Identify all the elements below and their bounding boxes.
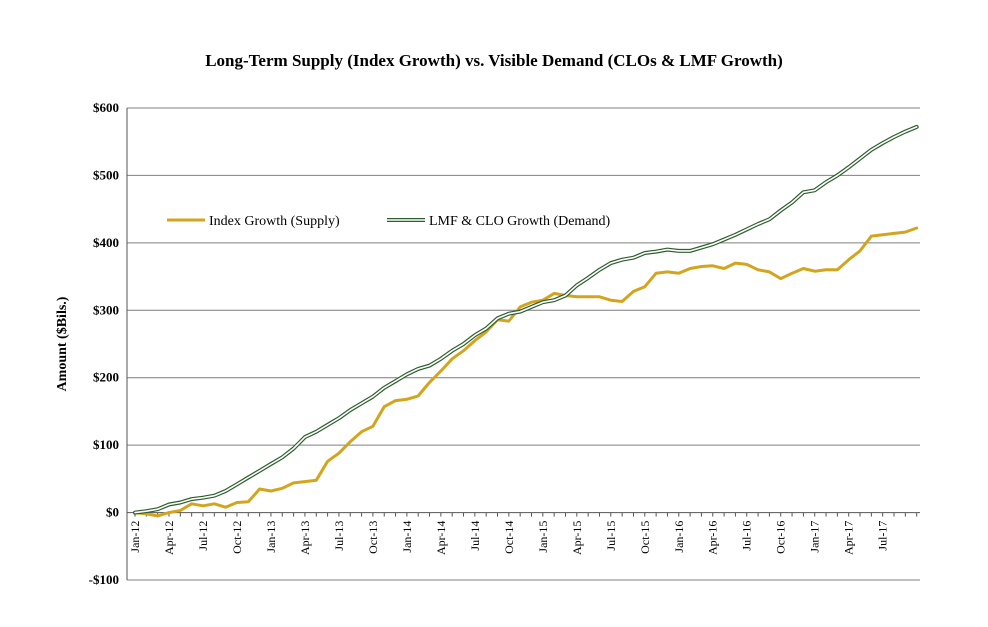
x-tick-label: Jul-14 xyxy=(468,521,482,551)
y-tick-label: $0 xyxy=(106,505,119,520)
series-line-demand-inner xyxy=(134,126,918,514)
y-tick-label: $300 xyxy=(93,302,119,317)
series-line-demand-outer xyxy=(133,124,919,515)
series-line-supply xyxy=(133,226,919,518)
x-tick-label: Oct-14 xyxy=(502,521,516,554)
grid-layer xyxy=(127,107,920,581)
legend-label-supply: Index Growth (Supply) xyxy=(209,214,340,229)
x-tick-label: Jan-16 xyxy=(672,521,686,553)
axis-layer: -$100 $0 $100 $200 $300 $400 $500 $600 Jan-12 Apr… xyxy=(89,100,920,587)
y-tick-label: $400 xyxy=(93,235,119,250)
y-tick-label: -$100 xyxy=(89,572,119,587)
x-tick-label: Oct-13 xyxy=(366,521,380,554)
x-tick-label: Jan-12 xyxy=(128,521,142,553)
x-tick-label: Apr-17 xyxy=(842,521,856,555)
x-tick-label: Jan-17 xyxy=(808,521,822,553)
x-tick-label: Oct-16 xyxy=(774,521,788,554)
y-tick-label: $600 xyxy=(93,100,119,115)
x-tick-label: Apr-14 xyxy=(434,521,448,555)
chart-title: Long-Term Supply (Index Growth) vs. Visi… xyxy=(205,51,783,70)
x-tick-label: Jul-12 xyxy=(196,521,210,551)
x-tick-label: Apr-12 xyxy=(162,521,176,555)
x-tick-label: Jul-13 xyxy=(332,521,346,551)
legend: Index Growth (Supply) LMF & CLO Growth (D… xyxy=(167,214,611,229)
y-tick-label: $500 xyxy=(93,167,119,182)
x-tick-label: Apr-16 xyxy=(706,521,720,555)
y-axis-label: Amount ($Bils.) xyxy=(55,296,70,391)
x-tick-label: Apr-15 xyxy=(570,521,584,555)
x-tick-label: Oct-12 xyxy=(230,521,244,554)
legend-label-demand: LMF & CLO Growth (Demand) xyxy=(429,214,611,229)
x-tick-label: Jul-16 xyxy=(740,521,754,551)
x-tick-label: Oct-15 xyxy=(638,521,652,554)
x-tick-label: Jul-17 xyxy=(876,521,890,551)
x-tick-label: Jan-13 xyxy=(264,521,278,553)
y-tick-label: $200 xyxy=(93,370,119,385)
x-tick-label: Jan-14 xyxy=(400,521,414,553)
x-tick-label: Jan-15 xyxy=(536,521,550,553)
x-tick-label: Apr-13 xyxy=(298,521,312,555)
series-layer xyxy=(133,124,919,518)
x-tick-label: Jul-15 xyxy=(604,521,618,551)
y-tick-label: $100 xyxy=(93,437,119,452)
